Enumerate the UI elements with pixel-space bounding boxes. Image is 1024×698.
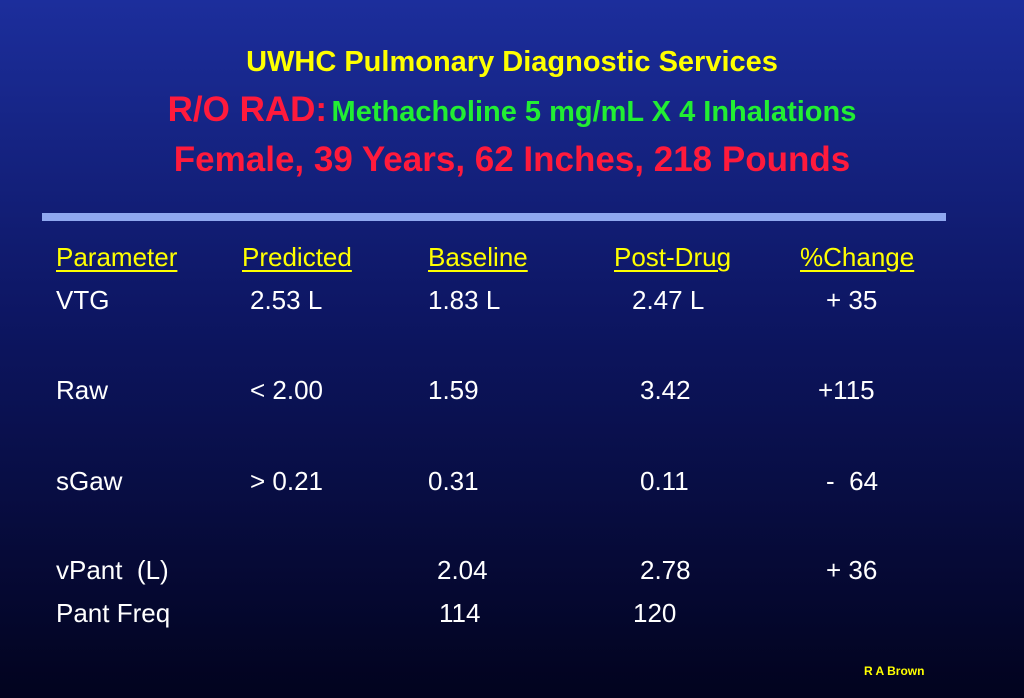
cell: 1.59 [428, 375, 479, 405]
cell: + 35 [826, 285, 878, 315]
cell: + 36 [826, 555, 878, 585]
column-header: Baseline [428, 242, 528, 272]
column-header: Parameter [56, 242, 178, 272]
column-header: Post-Drug [614, 242, 732, 272]
column-header: Predicted [242, 242, 352, 272]
condition: R/O RAD: [167, 90, 328, 129]
cell: 1.83 L [428, 285, 501, 315]
cell: 114 [439, 598, 481, 628]
cell: 120 [633, 598, 677, 628]
cell: > 0.21 [250, 466, 324, 496]
row-label: vPant (L) [56, 555, 169, 585]
divider [42, 213, 946, 221]
cell: 2.47 L [632, 285, 705, 315]
row-label: VTG [56, 285, 110, 315]
cell: +115 [818, 375, 875, 405]
row-label: Pant Freq [56, 598, 171, 628]
cell: < 2.00 [250, 375, 324, 405]
patient: Female, 39 Years, 62 Inches, 218 Pounds [173, 140, 851, 179]
cell: 0.31 [428, 466, 479, 496]
subtitle: R/O RAD: Methacholine 5 mg/mL X 4 Inhala… [0, 90, 1024, 130]
cell: 2.04 [437, 555, 488, 585]
author: R A Brown [864, 664, 925, 678]
row-label: sGaw [56, 466, 123, 496]
column-header: %Change [800, 242, 915, 272]
cell: 3.42 [640, 375, 691, 405]
cell: - 64 [826, 466, 879, 496]
protocol: Methacholine 5 mg/mL X 4 Inhalations [331, 96, 857, 128]
title: UWHC Pulmonary Diagnostic Services [246, 46, 778, 78]
cell: 2.78 [640, 555, 691, 585]
row-label: Raw [56, 375, 109, 405]
cell: 2.53 L [250, 285, 323, 315]
cell: 0.11 [640, 466, 689, 496]
